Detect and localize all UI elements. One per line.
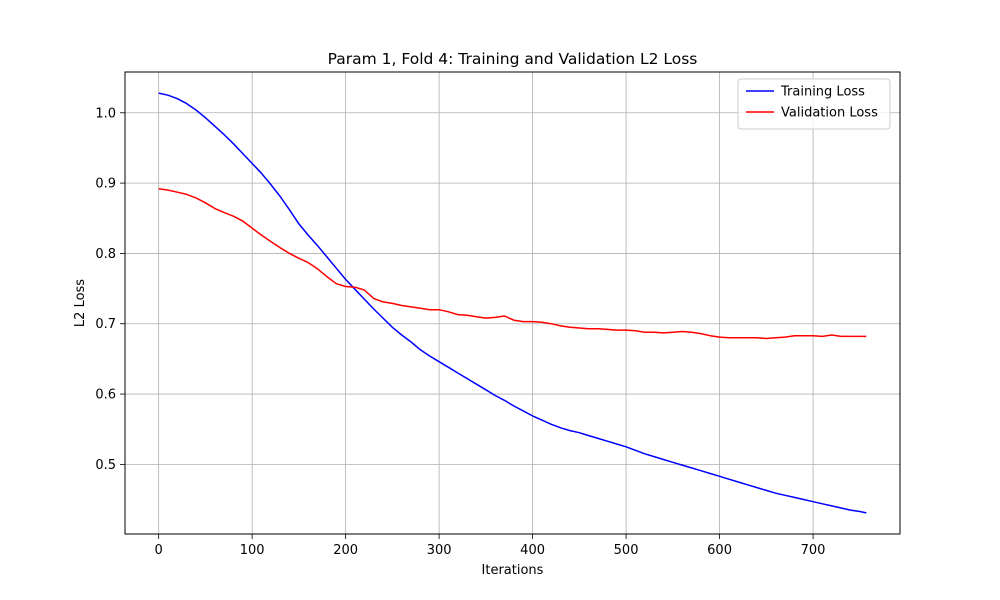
x-tick-label: 100: [240, 543, 265, 558]
x-tick-label: 0: [155, 543, 163, 558]
y-axis-label: L2 Loss: [73, 279, 88, 327]
chart-title: Param 1, Fold 4: Training and Validation…: [328, 50, 698, 68]
y-tick-label: 0.5: [95, 458, 116, 473]
grid: [125, 72, 900, 534]
x-tick-label: 600: [707, 543, 732, 558]
y-axis: 0.5 0.6 0.7 0.8 0.9 1.0: [95, 106, 125, 473]
x-tick-label: 200: [333, 543, 358, 558]
x-tick-label: 400: [520, 543, 545, 558]
legend-label-training-loss: Training Loss: [780, 85, 865, 100]
x-tick-label: 700: [801, 543, 826, 558]
x-tick-label: 500: [614, 543, 639, 558]
plot-series: [158, 92, 867, 514]
legend-box: [737, 78, 891, 130]
legend-label-validation-loss: Validation Loss: [781, 106, 878, 121]
y-tick-label: 0.6: [95, 388, 116, 403]
legend: Training Loss Validation Loss: [737, 78, 891, 130]
x-axis: 0 100 200 300 400 500 600 700: [155, 534, 826, 558]
series-line-training-loss: [158, 92, 867, 514]
x-tick-label: 300: [427, 543, 452, 558]
x-axis-label: Iterations: [482, 563, 544, 578]
y-tick-label: 0.8: [95, 247, 116, 262]
y-tick-label: 0.9: [95, 177, 116, 192]
series-line-validation-loss: [158, 187, 867, 340]
plot-frame: [124, 71, 901, 535]
y-tick-label: 0.7: [95, 317, 116, 332]
y-tick-label: 1.0: [95, 106, 116, 121]
